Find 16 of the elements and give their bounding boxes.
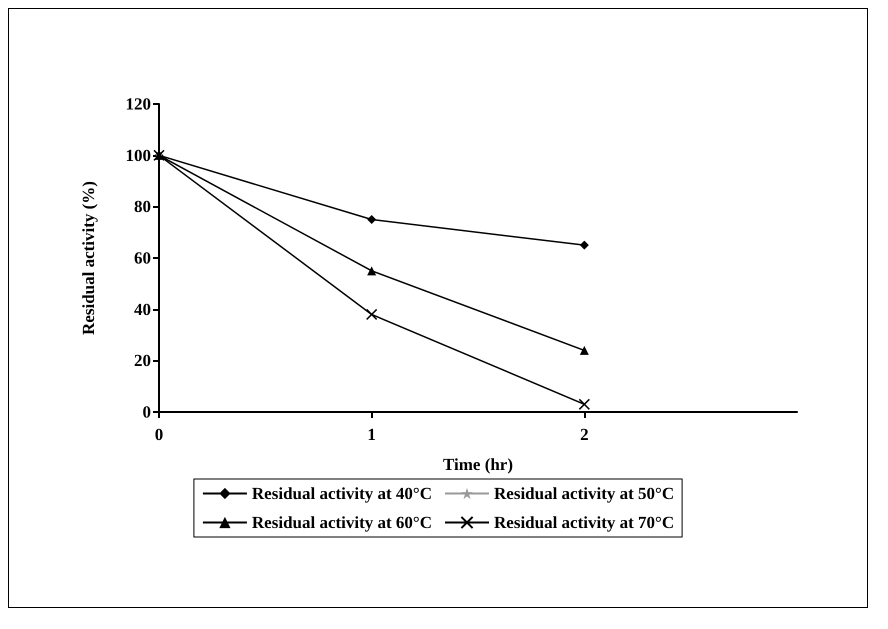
legend-label: Residual activity at 50°C — [494, 484, 674, 503]
x-tick-label: 1 — [367, 425, 376, 444]
y-tick-label: 80 — [134, 197, 151, 216]
x-tick-label: 2 — [580, 425, 589, 444]
x-axis-title: Time (hr) — [442, 455, 514, 474]
y-tick-label: 120 — [126, 94, 151, 114]
y-tick-label: 60 — [134, 248, 151, 268]
legend-label: Residual activity at 40°C — [252, 484, 432, 503]
x-tick-label: 0 — [154, 425, 164, 444]
y-axis-title: Residual activity (%) — [79, 181, 98, 335]
y-tick-label: 40 — [134, 300, 151, 319]
y-tick-label: 20 — [134, 351, 151, 370]
y-tick-label: 100 — [126, 146, 151, 165]
legend-label: Residual activity at 70°C — [494, 513, 674, 532]
y-tick-label: 0 — [142, 402, 151, 422]
legend-label: Residual activity at 60°C — [252, 513, 432, 532]
